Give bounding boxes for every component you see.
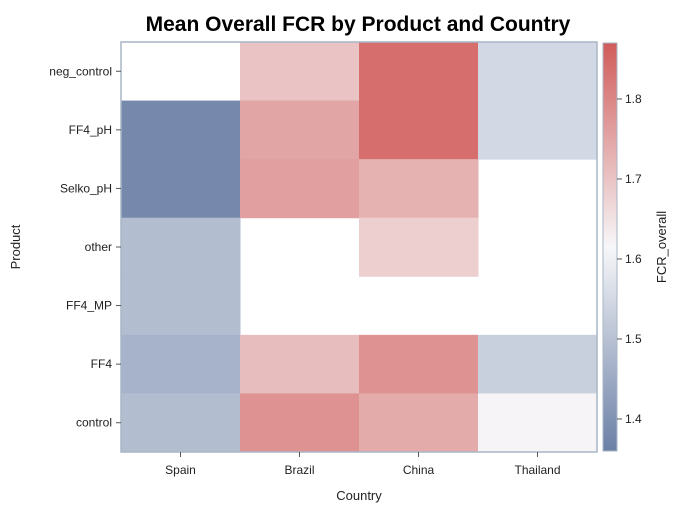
y-tick-label: FF4_pH: [69, 123, 112, 137]
y-tick-label: Selko_pH: [60, 181, 112, 195]
heatmap-cell-Selko_pH-Spain: [121, 159, 241, 219]
colorbar-tick-label: 1.8: [625, 92, 642, 106]
colorbar-tick-label: 1.6: [625, 252, 642, 266]
y-tick-label: FF4: [91, 357, 113, 371]
heatmap-cell-FF4_pH-Thailand: [478, 100, 598, 160]
y-tick-label: control: [76, 416, 112, 430]
colorbar-tick-label: 1.4: [625, 412, 642, 426]
heatmap-cell-control-Spain: [121, 393, 241, 453]
heatmap-cell-Selko_pH-China: [359, 159, 479, 219]
x-axis-ticks: Spain Brazil China Thailand: [165, 452, 561, 477]
y-tick-label: other: [85, 240, 112, 254]
colorbar-tick-label: 1.5: [625, 332, 642, 346]
x-tick-label: Brazil: [284, 463, 314, 477]
x-tick-label: China: [403, 463, 435, 477]
heatmap-cell-other-China: [359, 217, 479, 277]
heatmap-cell-neg_control-Brazil: [240, 42, 360, 102]
heatmap-cell-FF4_pH-China: [359, 100, 479, 160]
x-axis-label: Country: [336, 488, 382, 503]
colorbar: [602, 42, 618, 452]
heatmap-cell-FF4-Thailand: [478, 334, 598, 394]
heatmap-cell-control-Thailand: [478, 393, 598, 453]
x-tick-label: Thailand: [514, 463, 560, 477]
heatmap-cell-FF4-Brazil: [240, 334, 360, 394]
heatmap-cells: [121, 42, 598, 453]
colorbar-label: FCR_overall: [654, 211, 669, 283]
heatmap-cell-FF4_pH-Brazil: [240, 100, 360, 160]
x-tick-label: Spain: [165, 463, 196, 477]
heatmap-cell-FF4_pH-Spain: [121, 100, 241, 160]
colorbar-ticks: 1.4 1.5 1.6 1.7 1.8: [617, 92, 642, 426]
heatmap-cell-neg_control-China: [359, 42, 479, 102]
heatmap-cell-FF4-China: [359, 334, 479, 394]
heatmap-cell-Selko_pH-Brazil: [240, 159, 360, 219]
heatmap-cell-FF4_MP-Spain: [121, 276, 241, 336]
heatmap-cell-neg_control-Thailand: [478, 42, 598, 102]
heatmap-cell-control-Brazil: [240, 393, 360, 453]
heatmap-cell-control-China: [359, 393, 479, 453]
colorbar-tick-label: 1.7: [625, 172, 642, 186]
heatmap-cell-FF4-Spain: [121, 334, 241, 394]
y-axis-label: Product: [8, 224, 23, 269]
heatmap-cell-other-Spain: [121, 217, 241, 277]
chart-title: Mean Overall FCR by Product and Country: [146, 13, 571, 36]
y-tick-label: FF4_MP: [66, 299, 112, 313]
y-tick-label: neg_control: [49, 64, 112, 78]
